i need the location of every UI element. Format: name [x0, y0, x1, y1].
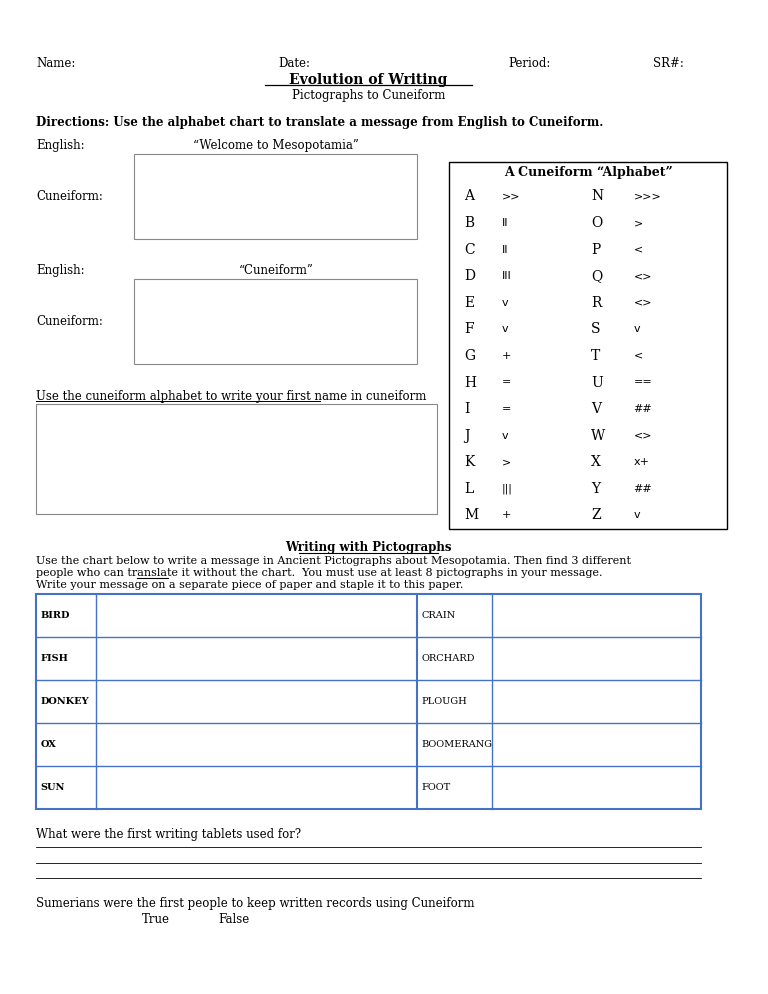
Text: English:: English:	[36, 263, 85, 276]
Text: v: v	[502, 298, 508, 308]
Text: Use the cuneiform alphabet to write your first name in cuneiform: Use the cuneiform alphabet to write your…	[36, 390, 427, 403]
Text: A Cuneiform “Alphabet”: A Cuneiform “Alphabet”	[504, 166, 673, 179]
Text: people who can translate it without the chart.  You must use at least 8 pictogra: people who can translate it without the …	[36, 568, 603, 579]
Text: K: K	[465, 455, 475, 469]
Text: <>: <>	[634, 430, 652, 440]
Text: Z: Z	[591, 508, 601, 523]
Text: A: A	[465, 190, 475, 204]
Text: P: P	[591, 243, 601, 256]
Text: H: H	[465, 376, 476, 390]
Text: S: S	[591, 322, 601, 336]
Text: L: L	[465, 482, 474, 496]
Text: BOOMERANG: BOOMERANG	[422, 740, 492, 748]
Text: SR#:: SR#:	[653, 57, 684, 70]
Text: Cuneiform:: Cuneiform:	[36, 315, 104, 328]
Text: M: M	[465, 508, 478, 523]
Text: N: N	[591, 190, 604, 204]
Text: PLOUGH: PLOUGH	[422, 697, 467, 706]
Text: T: T	[591, 349, 601, 363]
Text: J: J	[465, 428, 470, 442]
Text: >: >	[502, 457, 511, 467]
Text: Use the chart below to write a message in Ancient Pictographs about Mesopotamia.: Use the chart below to write a message i…	[36, 557, 631, 567]
Text: Writing with Pictographs: Writing with Pictographs	[285, 541, 452, 554]
Text: ==: ==	[634, 378, 652, 388]
Text: v: v	[634, 510, 640, 521]
Text: V: V	[591, 403, 601, 416]
Text: F: F	[465, 322, 474, 336]
Text: v: v	[502, 324, 508, 334]
Text: =: =	[502, 405, 511, 414]
Text: True: True	[142, 912, 170, 925]
Text: DONKEY: DONKEY	[40, 697, 89, 706]
Bar	[134, 279, 418, 364]
Text: G: G	[465, 349, 475, 363]
Text: Pictographs to Cuneiform: Pictographs to Cuneiform	[292, 89, 445, 102]
Text: Period:: Period:	[508, 57, 551, 70]
Bar	[449, 162, 727, 529]
Text: ##: ##	[634, 484, 652, 494]
Text: U: U	[591, 376, 603, 390]
Text: B: B	[465, 216, 475, 230]
Text: D: D	[465, 269, 475, 283]
Text: SUN: SUN	[40, 783, 65, 792]
Text: Evolution of Writing: Evolution of Writing	[290, 73, 448, 86]
Bar	[36, 404, 437, 514]
Text: =: =	[502, 378, 511, 388]
Text: Y: Y	[591, 482, 601, 496]
Text: II: II	[502, 218, 508, 228]
Text: What were the first writing tablets used for?: What were the first writing tablets used…	[36, 828, 302, 841]
Text: +: +	[502, 351, 511, 361]
Text: II: II	[502, 245, 508, 254]
Text: False: False	[219, 912, 250, 925]
Text: |||: |||	[502, 483, 513, 494]
Text: III: III	[502, 271, 511, 281]
Text: Date:: Date:	[278, 57, 310, 70]
Text: >>: >>	[502, 192, 521, 202]
Text: v: v	[502, 430, 508, 440]
Text: OX: OX	[40, 740, 56, 748]
Text: “Welcome to Mesopotamia”: “Welcome to Mesopotamia”	[193, 139, 359, 152]
Text: Name:: Name:	[36, 57, 76, 70]
Text: <>: <>	[634, 271, 652, 281]
Text: <>: <>	[634, 298, 652, 308]
Text: I: I	[465, 403, 470, 416]
Text: R: R	[591, 296, 601, 310]
Text: ##: ##	[634, 405, 652, 414]
Text: <: <	[634, 245, 643, 254]
Text: FOOT: FOOT	[422, 783, 451, 792]
Text: Cuneiform:: Cuneiform:	[36, 190, 104, 203]
Text: Sumerians were the first people to keep written records using Cuneiform: Sumerians were the first people to keep …	[36, 898, 475, 911]
Text: CRAIN: CRAIN	[422, 611, 455, 620]
Text: E: E	[465, 296, 475, 310]
Bar	[134, 154, 418, 239]
Bar	[36, 594, 700, 809]
Text: >>>: >>>	[634, 192, 661, 202]
Text: C: C	[465, 243, 475, 256]
Text: Directions: Use the alphabet chart to translate a message from English to Cuneif: Directions: Use the alphabet chart to tr…	[36, 116, 604, 129]
Text: >: >	[634, 218, 643, 228]
Text: x+: x+	[634, 457, 650, 467]
Text: Write your message on a separate piece of paper and staple it to this paper.: Write your message on a separate piece o…	[36, 580, 464, 589]
Text: ORCHARD: ORCHARD	[422, 654, 475, 663]
Text: <: <	[634, 351, 643, 361]
Text: +: +	[502, 510, 511, 521]
Text: English:: English:	[36, 139, 85, 152]
Text: O: O	[591, 216, 602, 230]
Text: v: v	[634, 324, 640, 334]
Text: X: X	[591, 455, 601, 469]
Text: W: W	[591, 428, 605, 442]
Text: BIRD: BIRD	[40, 611, 70, 620]
Text: “Cuneiform”: “Cuneiform”	[239, 263, 313, 276]
Text: Q: Q	[591, 269, 602, 283]
Text: FISH: FISH	[40, 654, 68, 663]
